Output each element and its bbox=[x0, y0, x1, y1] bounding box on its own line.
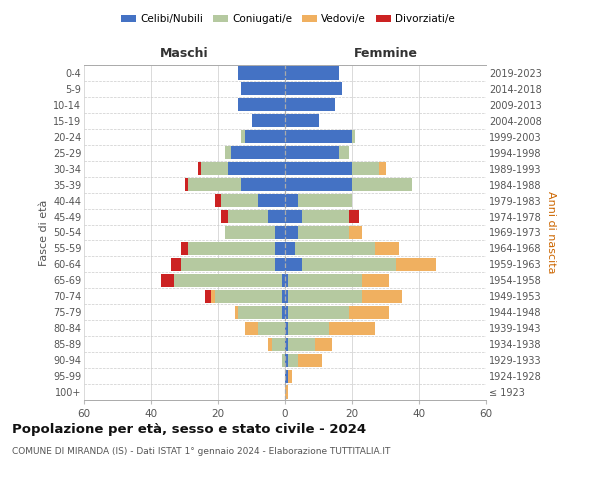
Bar bbox=[395, 258, 436, 271]
Text: Maschi: Maschi bbox=[160, 47, 209, 60]
Text: Popolazione per età, sesso e stato civile - 2024: Popolazione per età, sesso e stato civil… bbox=[12, 422, 366, 436]
Bar bbox=[285, 242, 295, 255]
Bar bbox=[285, 210, 302, 223]
Bar bbox=[221, 194, 258, 207]
Bar bbox=[181, 258, 275, 271]
Bar bbox=[232, 146, 285, 160]
Bar bbox=[285, 306, 289, 319]
Bar bbox=[302, 258, 395, 271]
Bar bbox=[285, 194, 298, 207]
Bar bbox=[285, 370, 289, 382]
Bar bbox=[275, 226, 285, 239]
Bar bbox=[272, 338, 285, 350]
Bar bbox=[235, 306, 238, 319]
Bar bbox=[241, 130, 245, 143]
Bar bbox=[289, 370, 292, 382]
Bar bbox=[289, 290, 362, 303]
Bar bbox=[281, 354, 285, 366]
Bar bbox=[198, 162, 201, 175]
Bar bbox=[298, 194, 352, 207]
Bar bbox=[352, 162, 379, 175]
Bar bbox=[211, 290, 215, 303]
Bar bbox=[285, 386, 289, 398]
Bar bbox=[289, 306, 349, 319]
Y-axis label: Fasce di età: Fasce di età bbox=[38, 200, 49, 266]
Bar bbox=[175, 274, 281, 287]
Bar bbox=[379, 162, 386, 175]
Bar bbox=[245, 130, 285, 143]
Bar bbox=[285, 274, 289, 287]
Bar bbox=[285, 178, 352, 191]
Bar bbox=[338, 146, 349, 160]
Bar bbox=[289, 338, 315, 350]
Bar bbox=[225, 146, 232, 160]
Bar bbox=[298, 354, 322, 366]
Bar bbox=[188, 178, 241, 191]
Bar bbox=[225, 226, 275, 239]
Bar bbox=[285, 226, 298, 239]
Bar bbox=[205, 290, 211, 303]
Bar bbox=[285, 146, 338, 160]
Bar bbox=[258, 194, 285, 207]
Bar bbox=[285, 290, 289, 303]
Bar bbox=[352, 130, 355, 143]
Bar bbox=[188, 242, 275, 255]
Bar bbox=[281, 290, 285, 303]
Bar bbox=[362, 290, 402, 303]
Bar bbox=[302, 210, 349, 223]
Bar bbox=[238, 98, 285, 112]
Bar bbox=[238, 306, 281, 319]
Bar bbox=[275, 258, 285, 271]
Bar bbox=[185, 178, 188, 191]
Bar bbox=[201, 162, 228, 175]
Bar bbox=[171, 258, 181, 271]
Bar bbox=[215, 290, 281, 303]
Bar bbox=[349, 226, 362, 239]
Bar bbox=[245, 322, 258, 335]
Y-axis label: Anni di nascita: Anni di nascita bbox=[545, 191, 556, 274]
Bar bbox=[215, 194, 221, 207]
Bar bbox=[285, 162, 352, 175]
Bar bbox=[315, 338, 332, 350]
Text: Femmine: Femmine bbox=[353, 47, 418, 60]
Bar bbox=[268, 338, 272, 350]
Bar bbox=[285, 322, 289, 335]
Bar bbox=[362, 274, 389, 287]
Bar bbox=[275, 242, 285, 255]
Bar bbox=[295, 242, 376, 255]
Bar bbox=[285, 66, 338, 80]
Bar bbox=[281, 306, 285, 319]
Bar bbox=[289, 322, 329, 335]
Bar bbox=[228, 162, 285, 175]
Text: COMUNE DI MIRANDA (IS) - Dati ISTAT 1° gennaio 2024 - Elaborazione TUTTITALIA.IT: COMUNE DI MIRANDA (IS) - Dati ISTAT 1° g… bbox=[12, 448, 391, 456]
Bar bbox=[241, 82, 285, 96]
Legend: Celibi/Nubili, Coniugati/e, Vedovi/e, Divorziati/e: Celibi/Nubili, Coniugati/e, Vedovi/e, Di… bbox=[117, 10, 459, 29]
Bar bbox=[268, 210, 285, 223]
Bar bbox=[285, 338, 289, 350]
Bar bbox=[285, 130, 352, 143]
Bar bbox=[376, 242, 399, 255]
Bar bbox=[289, 354, 298, 366]
Bar bbox=[251, 114, 285, 128]
Bar bbox=[298, 226, 349, 239]
Bar bbox=[221, 210, 228, 223]
Bar bbox=[349, 210, 359, 223]
Bar bbox=[181, 242, 188, 255]
Bar bbox=[281, 274, 285, 287]
Bar bbox=[285, 114, 319, 128]
Bar bbox=[285, 354, 289, 366]
Bar bbox=[285, 82, 342, 96]
Bar bbox=[285, 258, 302, 271]
Bar bbox=[228, 210, 268, 223]
Bar bbox=[238, 66, 285, 80]
Bar bbox=[258, 322, 285, 335]
Bar bbox=[349, 306, 389, 319]
Bar bbox=[285, 98, 335, 112]
Bar bbox=[329, 322, 376, 335]
Bar bbox=[241, 178, 285, 191]
Bar bbox=[289, 274, 362, 287]
Bar bbox=[161, 274, 175, 287]
Bar bbox=[352, 178, 412, 191]
